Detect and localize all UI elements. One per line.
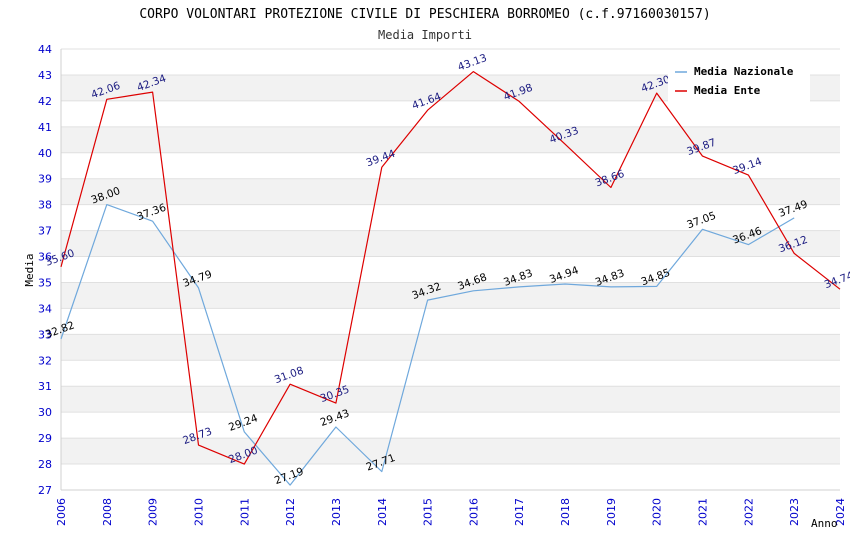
grid-band <box>61 386 840 413</box>
chart-title: CORPO VOLONTARI PROTEZIONE CIVILE DI PES… <box>139 7 710 22</box>
x-tick-label: 2016 <box>467 498 480 526</box>
grid-band <box>61 412 840 439</box>
y-tick-label: 41 <box>38 121 52 134</box>
x-tick-label: 2006 <box>55 498 68 526</box>
y-tick-label: 33 <box>38 328 52 341</box>
y-tick-label: 42 <box>38 95 52 108</box>
x-tick-label: 2021 <box>697 498 710 526</box>
y-tick-label: 29 <box>38 432 52 445</box>
y-tick-label: 38 <box>38 199 52 212</box>
x-tick-label: 2010 <box>192 498 205 526</box>
y-tick-label: 34 <box>38 302 52 315</box>
grid-band <box>61 438 840 465</box>
x-tick-label: 2019 <box>605 498 618 526</box>
y-tick-label: 40 <box>38 147 52 160</box>
legend-label-ente: Media Ente <box>694 84 761 97</box>
x-tick-label: 2024 <box>834 498 847 526</box>
y-tick-label: 43 <box>38 69 52 82</box>
grid-band <box>61 204 840 231</box>
x-tick-label: 2014 <box>376 498 389 526</box>
y-tick-label: 28 <box>38 458 52 471</box>
legend-box <box>668 60 810 102</box>
x-tick-label: 2017 <box>513 498 526 526</box>
y-axis-ticks: 27 28 29 30 31 32 33 34 35 36 37 38 39 40 41 42 43 44 <box>38 43 52 497</box>
y-tick-label: 30 <box>38 406 52 419</box>
grid-band <box>61 256 840 283</box>
legend: Media Nazionale Media Ente <box>668 60 810 102</box>
x-tick-label: 2015 <box>422 498 435 526</box>
grid-band <box>61 126 840 153</box>
y-tick-label: 32 <box>38 354 52 367</box>
y-tick-label: 37 <box>38 225 52 238</box>
x-tick-label: 2011 <box>238 498 251 526</box>
series-line-ente <box>60 70 841 465</box>
grid-band <box>61 334 840 361</box>
x-tick-label: 2022 <box>742 498 755 526</box>
y-tick-label: 36 <box>38 251 52 264</box>
x-tick-label: 2009 <box>147 498 160 526</box>
grid-band <box>61 100 840 127</box>
plot-frame <box>60 48 840 491</box>
y-tick-label: 31 <box>38 380 52 393</box>
y-tick-label: 44 <box>38 43 52 56</box>
series-layer <box>60 70 841 486</box>
x-tick-label: 2008 <box>101 498 114 526</box>
grid-band <box>61 152 840 179</box>
y-axis-label: Media <box>23 253 36 286</box>
legend-label-nazionale: Media Nazionale <box>694 65 794 78</box>
x-axis-label: Anno <box>811 517 838 530</box>
x-tick-label: 2023 <box>788 498 801 526</box>
x-tick-label: 2013 <box>330 498 343 526</box>
y-tick-label: 27 <box>38 484 52 497</box>
y-tick-label: 35 <box>38 276 52 289</box>
x-tick-label: 2012 <box>284 498 297 526</box>
x-axis-ticks: 2006 2008 2009 2010 2011 2012 2013 2014 2015 2016… <box>55 498 847 526</box>
grid-band <box>61 308 840 335</box>
grid-band <box>61 178 840 205</box>
x-tick-label: 2018 <box>559 498 572 526</box>
grid-band <box>61 360 840 387</box>
series-line-nazionale <box>60 204 795 486</box>
chart-subtitle: Media Importi <box>378 28 472 42</box>
grid-band <box>61 230 840 257</box>
y-tick-label: 39 <box>38 173 52 186</box>
grid-band <box>61 464 840 490</box>
x-tick-label: 2020 <box>651 498 664 526</box>
grid-bands <box>61 49 840 490</box>
